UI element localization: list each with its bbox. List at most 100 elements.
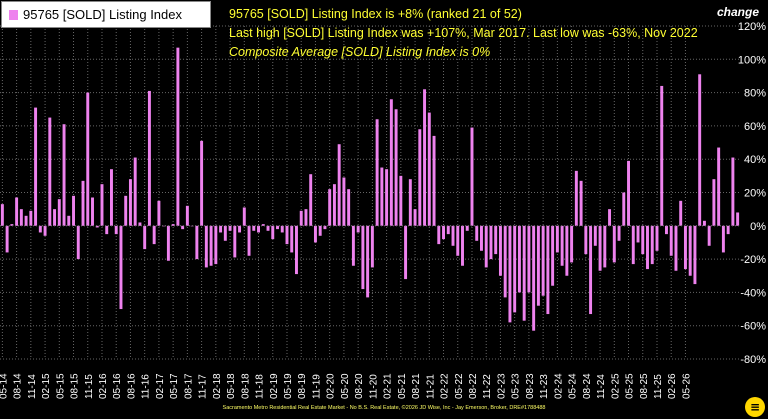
x-tick-label: 02-22 xyxy=(440,373,451,399)
bar xyxy=(332,184,336,226)
bar xyxy=(214,225,218,265)
bar xyxy=(100,184,104,226)
x-tick-label: 11-18 xyxy=(255,374,266,399)
bar xyxy=(646,225,649,270)
bar xyxy=(242,207,246,226)
bar xyxy=(693,225,697,285)
bar xyxy=(465,225,469,231)
bar xyxy=(631,225,635,265)
bar xyxy=(546,225,550,315)
bar xyxy=(394,109,398,226)
bar xyxy=(57,199,61,226)
x-tick-label: 02-26 xyxy=(667,373,678,399)
bar xyxy=(503,225,507,298)
bar xyxy=(456,225,460,256)
x-tick-label: 08-25 xyxy=(639,373,650,399)
bar xyxy=(707,225,711,246)
bar xyxy=(323,225,327,230)
y-tick-label: -80% xyxy=(740,354,766,366)
bar xyxy=(285,225,289,245)
bar xyxy=(181,225,185,230)
bar xyxy=(717,147,721,226)
x-tick-label: 08-15 xyxy=(70,373,81,399)
y-tick-label: 80% xyxy=(744,88,766,100)
bar xyxy=(413,209,417,226)
y-axis-ticks: -80% -60% -40% -20% 0% 20% 40% 60% 80% 100% 120% xyxy=(738,21,766,366)
bar xyxy=(157,200,161,226)
x-tick-label: 11-14 xyxy=(27,374,38,399)
y-tick-label: -20% xyxy=(740,254,766,266)
bar xyxy=(62,124,66,226)
bar xyxy=(266,225,270,231)
x-tick-label: 05-18 xyxy=(226,373,237,399)
bar xyxy=(304,209,308,226)
bar xyxy=(532,225,536,331)
bar xyxy=(731,157,735,226)
bar xyxy=(29,210,33,226)
bar xyxy=(451,225,455,246)
bar xyxy=(252,225,256,231)
bar xyxy=(185,205,189,226)
bar xyxy=(432,135,436,226)
x-tick-label: 02-25 xyxy=(610,373,621,399)
x-tick-label: 05-25 xyxy=(625,373,636,399)
bar xyxy=(423,89,427,226)
bar xyxy=(143,225,147,250)
x-tick-label: 11-22 xyxy=(482,374,493,399)
bar xyxy=(110,169,113,226)
bar xyxy=(204,225,208,268)
bar xyxy=(527,225,531,293)
bar xyxy=(166,225,170,261)
bar xyxy=(712,179,716,226)
bar xyxy=(603,225,607,268)
bar xyxy=(702,220,706,226)
x-tick-label: 05-22 xyxy=(454,373,465,399)
y-tick-label: 40% xyxy=(744,154,766,166)
bar xyxy=(342,177,346,226)
bar xyxy=(152,225,156,245)
x-tick-label: 08-20 xyxy=(354,373,365,399)
bar xyxy=(280,225,284,233)
bar xyxy=(579,180,583,226)
x-tick-label: 05-21 xyxy=(397,373,408,399)
bar xyxy=(261,224,265,226)
bar xyxy=(24,215,28,226)
x-tick-label: 02-17 xyxy=(155,373,166,399)
bar xyxy=(370,225,374,268)
bar xyxy=(228,225,232,231)
y-tick-label: 20% xyxy=(744,188,766,200)
bar xyxy=(347,189,351,226)
x-tick-label: 05-16 xyxy=(112,373,123,399)
bar xyxy=(636,225,640,243)
bar xyxy=(48,117,52,226)
bar xyxy=(721,225,725,253)
bar xyxy=(437,225,441,245)
bar xyxy=(53,209,57,226)
bar xyxy=(147,90,151,226)
bar xyxy=(418,129,422,226)
bar xyxy=(34,107,38,226)
bar xyxy=(508,225,512,323)
bar xyxy=(555,225,559,253)
bar xyxy=(19,209,23,226)
bar xyxy=(138,222,142,226)
bar xyxy=(299,210,303,226)
bar xyxy=(351,225,355,266)
bar xyxy=(480,225,483,251)
y-tick-label: 60% xyxy=(744,121,766,133)
bar xyxy=(726,225,730,235)
bar xyxy=(627,160,630,226)
bar xyxy=(257,225,260,233)
bar xyxy=(517,225,521,293)
bar xyxy=(128,179,132,226)
x-tick-label: 08-21 xyxy=(411,373,422,399)
bar xyxy=(119,225,123,310)
x-tick-label: 11-17 xyxy=(198,374,209,399)
x-tick-label: 08-16 xyxy=(126,373,137,399)
bar xyxy=(641,225,645,255)
legend-swatch xyxy=(9,10,18,20)
bar xyxy=(105,225,109,235)
logo: ≡ xyxy=(745,397,765,417)
bar xyxy=(95,225,99,228)
